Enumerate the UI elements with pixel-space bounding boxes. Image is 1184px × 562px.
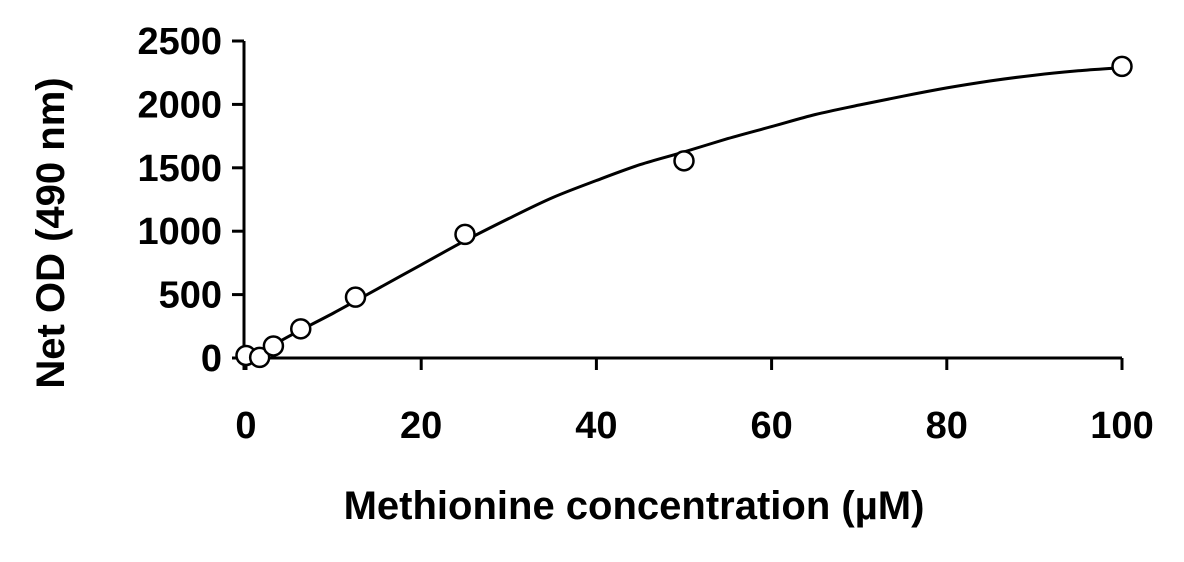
y-tick-label: 2000: [137, 84, 222, 126]
y-tick-label: 1000: [137, 211, 222, 253]
y-tick-label: 1500: [137, 148, 222, 190]
x-tick-label: 40: [575, 405, 617, 447]
x-tick-label: 0: [235, 405, 256, 447]
x-tick-label: 20: [400, 405, 442, 447]
y-axis-title: Net OD (490 nm): [29, 77, 73, 388]
data-point: [248, 346, 271, 369]
y-tick-label: 0: [201, 338, 222, 380]
data-point: [290, 318, 312, 340]
x-axis-title: Methionine concentration (µM): [344, 484, 925, 528]
fit-curve: [245, 66, 1123, 362]
data-point: [673, 150, 695, 172]
data-point: [454, 223, 476, 246]
data-point: [344, 286, 367, 308]
data-point: [262, 335, 285, 357]
x-tick-label: 80: [926, 405, 968, 447]
tick-labels-layer: 0 500 1000 1500 2000 2500 0 20 40 60 80 100: [137, 21, 1153, 447]
y-tick-label: 2500: [137, 21, 222, 63]
fit-curve-layer: [245, 66, 1123, 362]
x-tick-label: 60: [750, 405, 792, 447]
x-tick-label: 100: [1090, 405, 1153, 447]
data-points-layer: [235, 55, 1133, 369]
data-point: [1111, 55, 1133, 78]
axes: [232, 39, 1124, 370]
y-tick-label: 500: [159, 275, 222, 317]
